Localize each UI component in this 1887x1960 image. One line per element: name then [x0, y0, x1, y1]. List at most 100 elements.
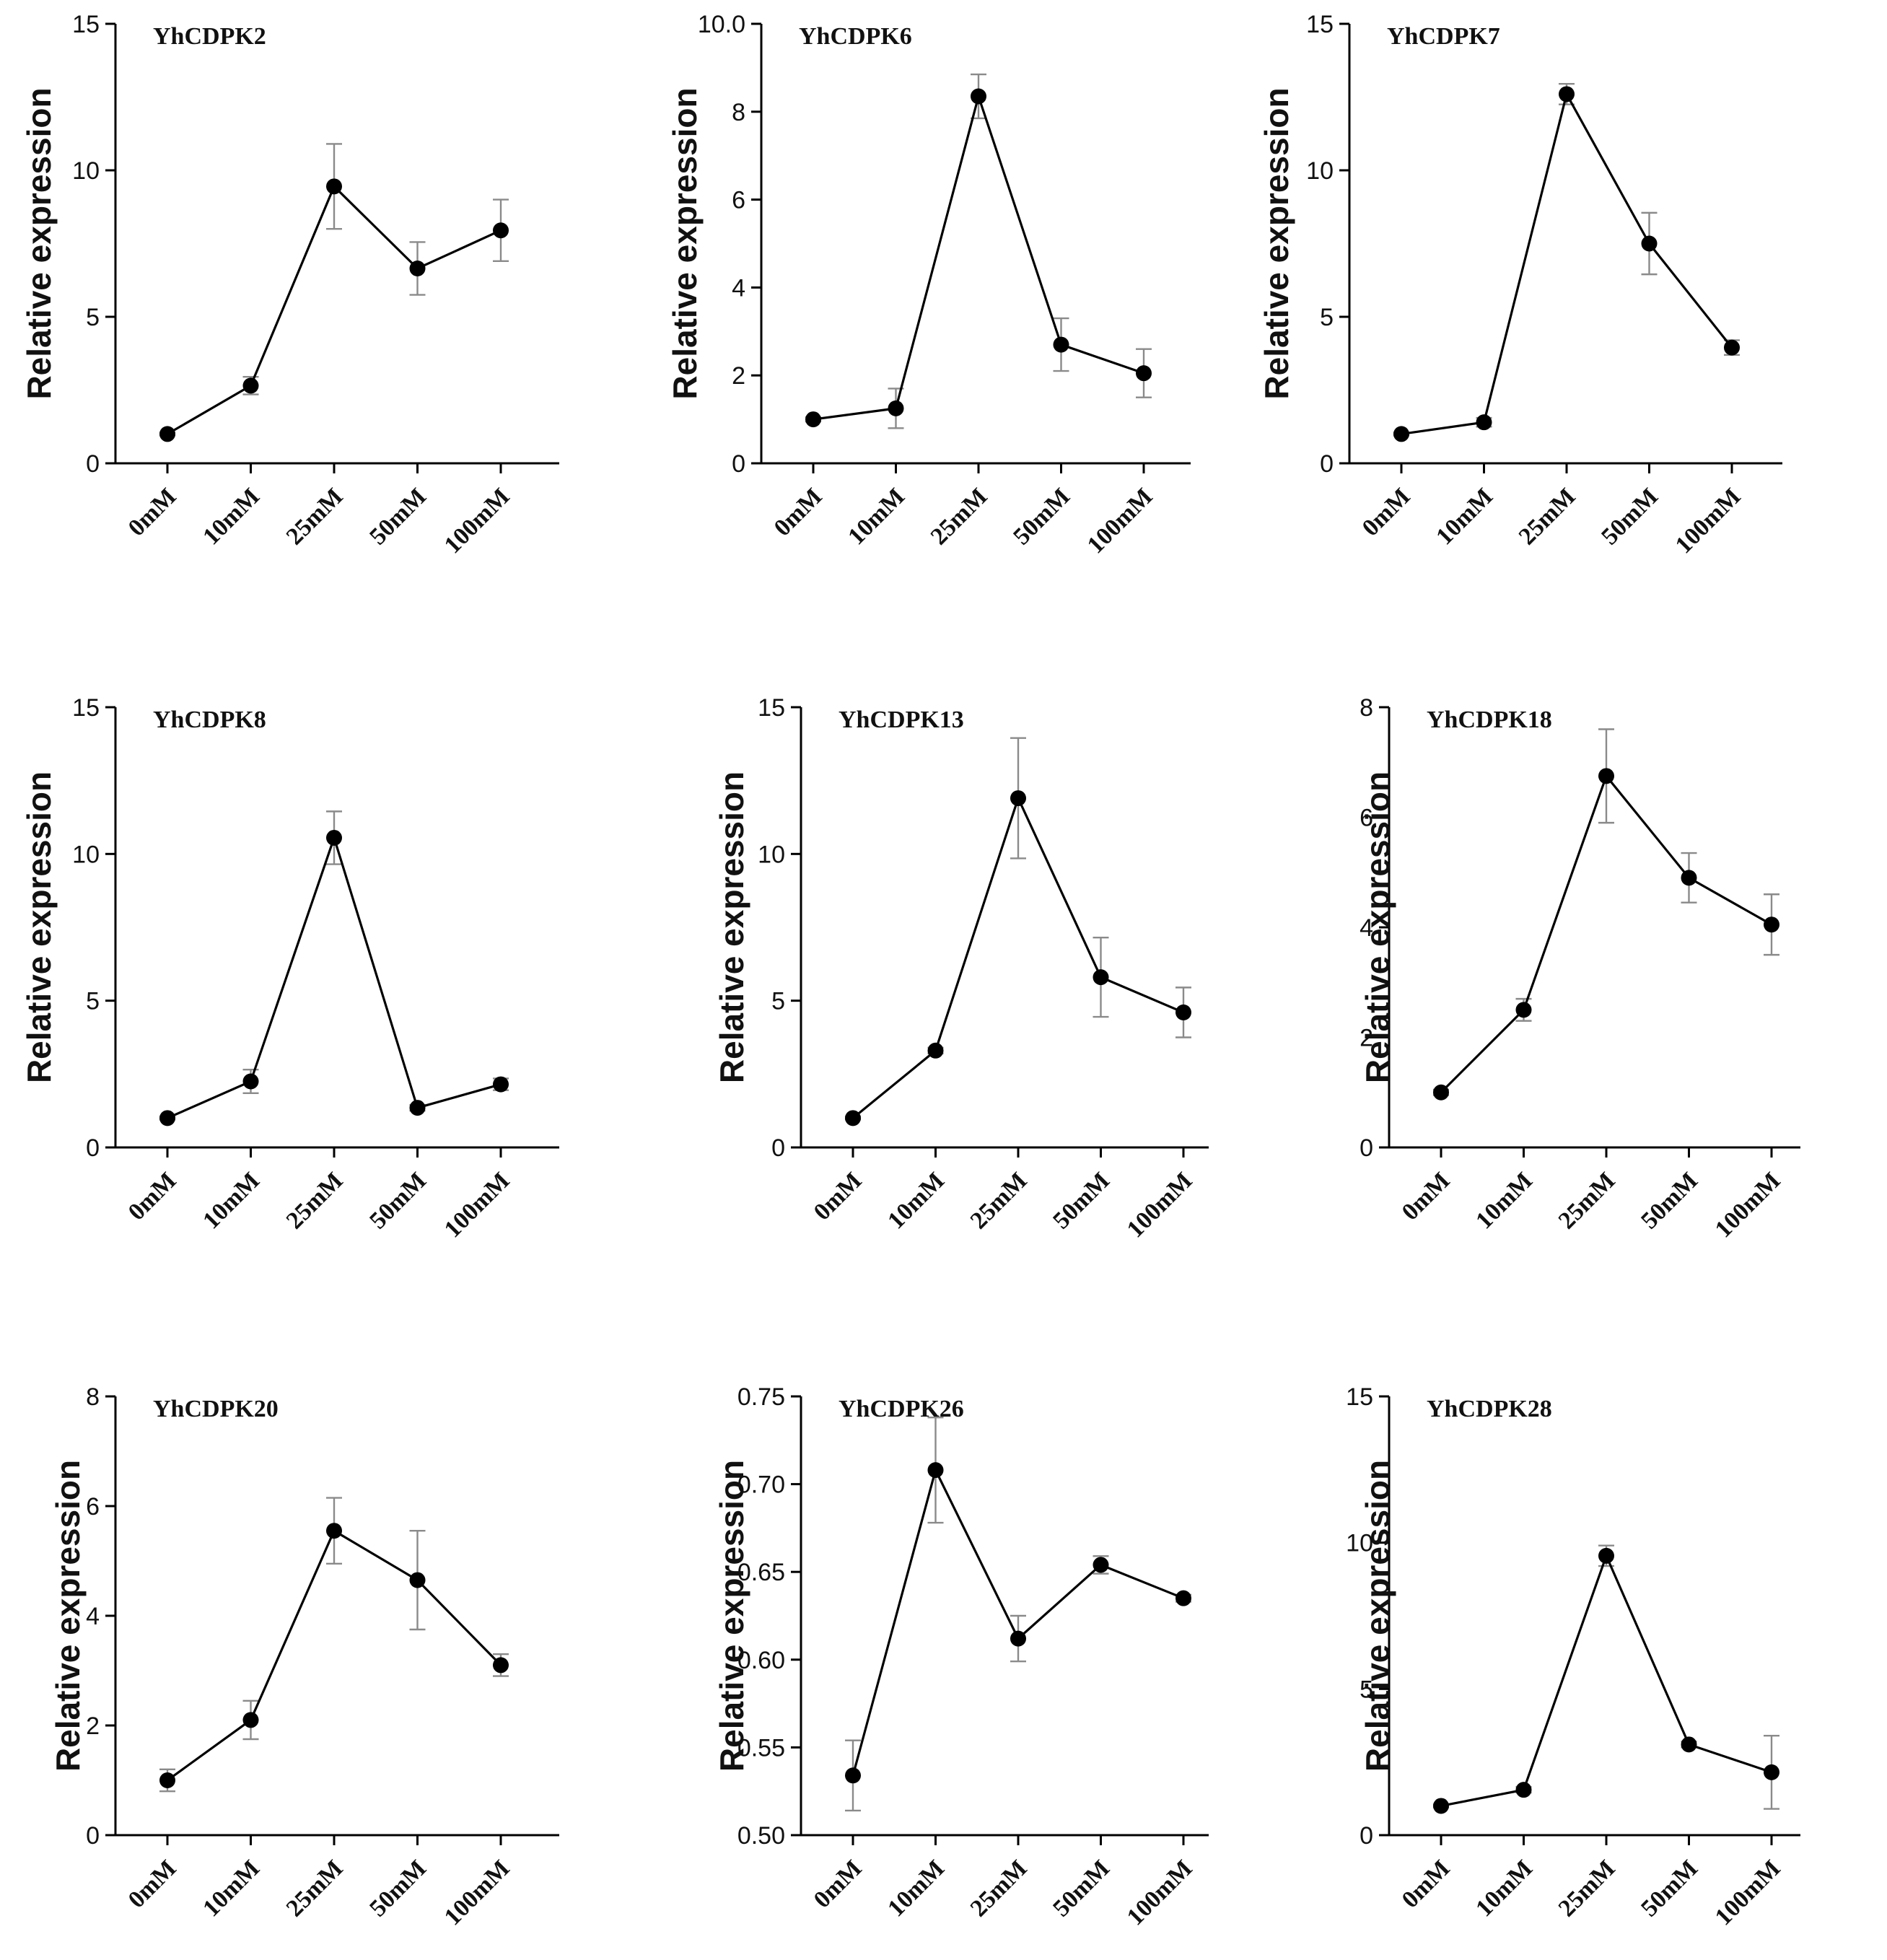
- y-axis-label: Relative expression: [20, 771, 58, 1083]
- x-tick-label: 100mM: [439, 1167, 515, 1243]
- data-point: [242, 1712, 259, 1728]
- x-tick-label: 25mM: [966, 1855, 1033, 1922]
- data-point: [1559, 86, 1575, 102]
- y-axis-label: Relative expression: [20, 87, 58, 399]
- x-tick-label: 50mM: [1008, 483, 1075, 550]
- x-tick-label: 10mM: [1471, 1855, 1538, 1922]
- y-axis-label: Relative expression: [1359, 771, 1396, 1083]
- y-tick-label: 8: [1360, 694, 1373, 722]
- y-tick-label: 15: [1306, 11, 1334, 38]
- y-tick-label: 0.55: [737, 1734, 785, 1762]
- data-point: [409, 1100, 426, 1116]
- y-tick-label: 0: [1360, 1134, 1373, 1162]
- y-tick-label: 10: [72, 841, 100, 868]
- data-point: [888, 400, 904, 416]
- panel-yhcdpk6: 0 2 4 6 8 10.0 0mM 10mM 25mM 50mM 100mM Relative ex…: [666, 11, 1191, 559]
- y-tick-label: 0.60: [737, 1647, 785, 1674]
- x-tick-label: 0mM: [123, 1855, 182, 1913]
- data-point: [1175, 1590, 1191, 1606]
- x-tick-label: 50mM: [364, 1167, 432, 1234]
- x-tick-label: 100mM: [1122, 1855, 1198, 1930]
- x-tick-label: 10mM: [883, 1167, 950, 1234]
- y-tick-label: 0: [1360, 1822, 1373, 1850]
- x-tick-label: 0mM: [809, 1855, 867, 1913]
- y-tick-label: 10: [758, 841, 785, 868]
- data-point: [845, 1110, 861, 1126]
- data-point: [971, 88, 986, 105]
- data-point: [1393, 426, 1409, 442]
- panel-title: YhCDPK8: [153, 706, 266, 733]
- x-tick-label: 100mM: [1082, 483, 1158, 559]
- y-tick-label: 5: [86, 988, 100, 1015]
- x-tick-label: 50mM: [364, 483, 432, 550]
- series-line: [1440, 1552, 1772, 1808]
- data-point: [159, 426, 175, 442]
- y-tick-label: 0: [86, 450, 100, 478]
- x-tick-label: 50mM: [1048, 1167, 1115, 1234]
- panel-yhcdpk2: 0 5 10 15 0mM 10mM 25mM 50mM 100mM Relative expre…: [20, 11, 559, 559]
- panel-yhcdpk28: 0 5 10 15 0mM 10mM 25mM 50mM 100mM Relative expre…: [1346, 1383, 1800, 1930]
- data-point: [159, 1772, 175, 1788]
- y-tick-label: 5: [771, 988, 785, 1015]
- x-tick-label: 50mM: [1636, 1167, 1703, 1234]
- y-tick-label: 2: [1360, 1025, 1373, 1052]
- x-tick-label: 10mM: [198, 483, 265, 550]
- panel-yhcdpk13: 0 5 10 15 0mM 10mM 25mM 50mM 100mM Relative expre…: [713, 694, 1209, 1243]
- x-tick-label: 50mM: [364, 1855, 432, 1922]
- data-point: [1093, 969, 1109, 986]
- y-tick-label: 0.50: [737, 1822, 785, 1850]
- y-axis-label: Relative expression: [1258, 87, 1295, 399]
- data-point: [1764, 916, 1779, 933]
- data-point: [1136, 365, 1152, 382]
- x-tick-label: 10mM: [198, 1855, 265, 1922]
- y-axis-label: Relative expression: [713, 771, 750, 1083]
- x-tick-label: 25mM: [281, 1855, 349, 1922]
- data-point: [409, 261, 426, 277]
- x-tick-label: 0mM: [769, 483, 828, 541]
- data-point: [927, 1042, 944, 1059]
- y-tick-label: 5: [86, 304, 100, 331]
- x-tick-label: 25mM: [281, 1167, 349, 1234]
- x-tick-label: 25mM: [1554, 1855, 1621, 1922]
- y-tick-label: 6: [86, 1493, 100, 1521]
- y-tick-label: 0: [86, 1134, 100, 1162]
- data-point: [1681, 1736, 1697, 1753]
- x-tick-label: 100mM: [1710, 1167, 1786, 1243]
- x-tick-label: 100mM: [1710, 1855, 1786, 1930]
- data-point: [845, 1767, 861, 1784]
- data-point: [927, 1462, 944, 1479]
- panel-title: YhCDPK26: [839, 1396, 964, 1422]
- panel-yhcdpk26: 0.50 0.55 0.60 0.65 0.70 0.75 0mM 10mM 25mM 50mM 1…: [713, 1383, 1209, 1930]
- y-tick-label: 0.65: [737, 1559, 785, 1586]
- y-tick-label: 4: [732, 274, 745, 302]
- panel-yhcdpk18: 0 2 4 6 8 0mM 10mM 25mM 50mM 100mM Relative expres…: [1359, 694, 1800, 1243]
- y-tick-label: 4: [1360, 914, 1373, 942]
- y-tick-label: 2: [86, 1712, 100, 1740]
- y-tick-label: 8: [86, 1383, 100, 1411]
- data-point: [326, 1523, 342, 1539]
- x-tick-label: 10mM: [198, 1167, 265, 1234]
- x-tick-label: 10mM: [843, 483, 910, 550]
- data-point: [409, 1572, 426, 1588]
- x-tick-label: 10mM: [883, 1855, 950, 1922]
- x-tick-label: 0mM: [123, 483, 182, 541]
- y-tick-label: 10.0: [698, 11, 745, 38]
- panel-yhcdpk20: 0 2 4 6 8 0mM 10mM 25mM 50mM 100mM Relative expres…: [49, 1383, 559, 1930]
- x-tick-label: 50mM: [1048, 1855, 1115, 1922]
- data-point: [493, 1076, 509, 1093]
- x-tick-label: 0mM: [809, 1167, 867, 1225]
- y-tick-label: 0.70: [737, 1471, 785, 1499]
- data-point: [1724, 339, 1740, 356]
- y-tick-label: 10: [1306, 157, 1334, 185]
- y-tick-label: 0: [86, 1822, 100, 1850]
- data-point: [493, 222, 509, 239]
- series-line: [1401, 91, 1733, 435]
- data-point: [1598, 768, 1614, 784]
- data-point: [242, 1073, 259, 1090]
- y-tick-label: 0: [771, 1134, 785, 1162]
- y-tick-label: 0: [1320, 450, 1334, 478]
- x-tick-label: 0mM: [1357, 483, 1416, 541]
- y-tick-label: 10: [1346, 1530, 1373, 1557]
- x-tick-label: 50mM: [1596, 483, 1663, 550]
